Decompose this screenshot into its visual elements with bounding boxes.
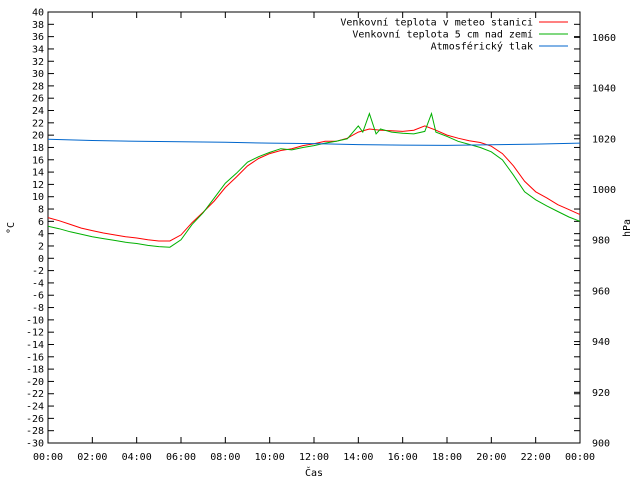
x-tick-label: 04:00 bbox=[122, 452, 152, 463]
right-axis: 1060 1040 1020 1000 980 960 940 920 900 bbox=[574, 33, 616, 450]
x-tick-label: 02:00 bbox=[77, 452, 107, 463]
left-tick-label: 28 bbox=[32, 81, 44, 92]
left-tick-label: 40 bbox=[32, 8, 44, 19]
left-tick-label: 14 bbox=[32, 168, 44, 179]
right-tick-label: 900 bbox=[592, 439, 610, 450]
right-tick-label: 1020 bbox=[592, 134, 616, 145]
left-tick-label: -30 bbox=[26, 439, 44, 450]
left-tick-label: -24 bbox=[26, 402, 44, 413]
left-tick-label: -16 bbox=[26, 352, 44, 363]
left-tick-label: -4 bbox=[32, 278, 44, 289]
x-axis-label: Čas bbox=[305, 466, 323, 479]
left-tick-label: 34 bbox=[32, 44, 44, 55]
left-tick-label: -2 bbox=[32, 266, 44, 277]
left-tick-label: 10 bbox=[32, 192, 44, 203]
left-tick-label: 8 bbox=[38, 205, 44, 216]
legend-label: Venkovní teplota 5 cm nad zemí bbox=[352, 29, 533, 41]
left-tick-label: -14 bbox=[26, 340, 44, 351]
left-tick-label: -28 bbox=[26, 426, 44, 437]
left-tick-label: -6 bbox=[32, 291, 44, 302]
right-tick-label: 1060 bbox=[592, 33, 616, 44]
right-tick-label: 1040 bbox=[592, 84, 616, 95]
left-axis: 4038363432302826242220181614121086420-2-… bbox=[26, 8, 580, 450]
left-tick-label: 18 bbox=[32, 143, 44, 154]
legend-label: Atmosférický tlak bbox=[431, 41, 533, 53]
left-tick-label: 2 bbox=[38, 241, 44, 252]
left-tick-label: 16 bbox=[32, 155, 44, 166]
x-tick-label: 20:00 bbox=[476, 452, 506, 463]
legend-label: Venkovní teplota v meteo stanici bbox=[340, 17, 533, 29]
x-tick-label: 18:00 bbox=[432, 452, 462, 463]
x-tick-label: 22:00 bbox=[521, 452, 551, 463]
x-axis: 00:00 02:00 04:00 06:00 08:00 10:00 12:00 14:00… bbox=[33, 12, 595, 463]
legend: Venkovní teplota v meteo staniciVenkovní… bbox=[340, 17, 568, 53]
right-tick-label: 980 bbox=[592, 236, 610, 247]
x-tick-label: 00:00 bbox=[565, 452, 595, 463]
left-tick-label: 36 bbox=[32, 32, 44, 43]
x-tick-label: 06:00 bbox=[166, 452, 196, 463]
left-tick-label: -12 bbox=[26, 328, 44, 339]
left-tick-label: 0 bbox=[38, 254, 44, 265]
left-tick-label: -26 bbox=[26, 414, 44, 425]
left-tick-label: -10 bbox=[26, 315, 44, 326]
right-tick-label: 920 bbox=[592, 388, 610, 399]
x-tick-label: 16:00 bbox=[388, 452, 418, 463]
x-tick-label: 12:00 bbox=[299, 452, 329, 463]
left-tick-label: 26 bbox=[32, 94, 44, 105]
series-lines bbox=[47, 111, 581, 248]
x-tick-label: 08:00 bbox=[210, 452, 240, 463]
left-tick-label: 32 bbox=[32, 57, 44, 68]
x-tick-label: 10:00 bbox=[255, 452, 285, 463]
left-tick-label: 30 bbox=[32, 69, 44, 80]
left-tick-label: 12 bbox=[32, 180, 44, 191]
left-tick-label: 38 bbox=[32, 20, 44, 31]
left-tick-label: -20 bbox=[26, 377, 44, 388]
left-tick-label: 20 bbox=[32, 131, 44, 142]
right-tick-label: 940 bbox=[592, 337, 610, 348]
right-tick-label: 960 bbox=[592, 286, 610, 297]
left-tick-label: -22 bbox=[26, 389, 44, 400]
x-tick-label: 00:00 bbox=[33, 452, 63, 463]
left-tick-label: 22 bbox=[32, 118, 44, 129]
right-tick-label: 1000 bbox=[592, 185, 616, 196]
left-tick-label: 4 bbox=[38, 229, 44, 240]
plot-frame bbox=[47, 11, 581, 444]
left-tick-label: 24 bbox=[32, 106, 44, 117]
x-tick-label: 14:00 bbox=[343, 452, 373, 463]
left-tick-label: 6 bbox=[38, 217, 44, 228]
left-tick-label: -8 bbox=[32, 303, 44, 314]
y-axis-label-left: °C bbox=[6, 222, 17, 234]
left-tick-label: -18 bbox=[26, 365, 44, 376]
series-line-2 bbox=[47, 138, 581, 146]
y-axis-label-right: hPa bbox=[622, 219, 633, 237]
series-line-1 bbox=[47, 111, 581, 248]
